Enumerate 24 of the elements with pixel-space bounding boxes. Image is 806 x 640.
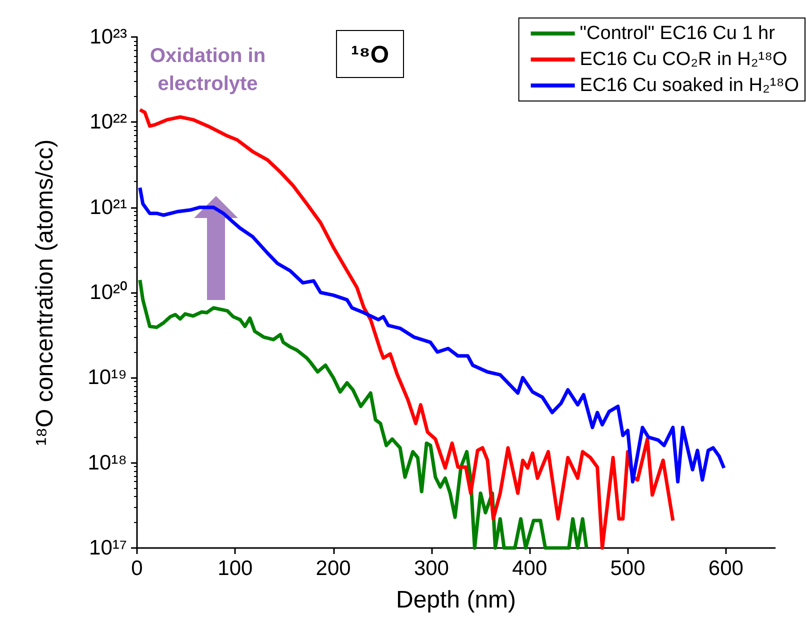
y-tick-label: 10¹⁹	[88, 366, 127, 390]
x-tick-label: 600	[708, 557, 744, 580]
line-series	[138, 186, 726, 484]
y-tick-label: 10¹⁸	[88, 451, 127, 474]
x-tick-label: 0	[131, 557, 143, 580]
y-axis-title: ¹⁸O concentration (atoms/cc)	[32, 139, 58, 446]
x-axis-title: Depth (nm)	[396, 586, 516, 614]
legend-label: "Control" EC16 Cu 1 hr	[580, 23, 776, 44]
legend-label: EC16 Cu soaked in H₂¹⁸O	[580, 75, 800, 96]
annotation: ¹⁸O	[351, 42, 390, 68]
y-tick-label: 10¹⁷	[89, 536, 127, 560]
y-tick-label: 10²⁰	[90, 281, 127, 304]
x-tick-label: 300	[414, 557, 449, 580]
x-tick-label: 500	[610, 557, 646, 580]
line-series	[138, 278, 588, 550]
y-tick-label: 10²¹	[90, 196, 127, 219]
legend-label: EC16 Cu CO₂R in H₂¹⁸O	[580, 49, 788, 70]
x-tick-label: 400	[512, 557, 548, 580]
y-tick-label: 10²³	[90, 26, 127, 48]
annotation: Oxidation in electrolyte	[150, 45, 266, 95]
x-tick-label: 100	[218, 557, 253, 580]
x-tick-label: 200	[316, 557, 351, 580]
line-series	[138, 108, 675, 550]
y-tick-label: 10²²	[90, 110, 127, 134]
